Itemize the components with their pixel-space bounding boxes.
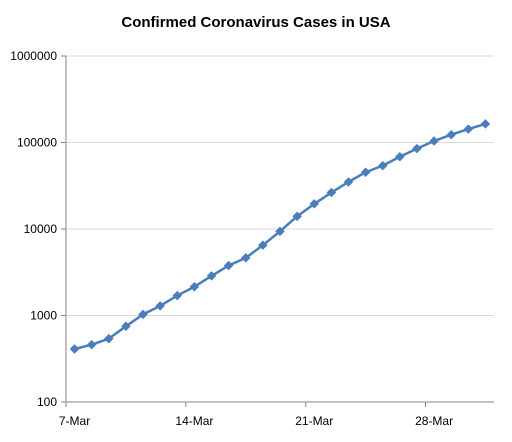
y-tick-label: 10000 [24, 222, 58, 236]
data-point [86, 339, 97, 350]
data-point [412, 143, 422, 154]
grid-lines [66, 55, 494, 316]
data-point [377, 160, 388, 171]
data-point [360, 167, 371, 178]
data-point [394, 151, 405, 162]
y-tick-label: 1000 [30, 309, 57, 323]
data-point [103, 333, 114, 344]
data-point [463, 124, 474, 134]
y-tick-label: 100 [37, 395, 57, 409]
data-point [480, 119, 491, 129]
data-point [155, 301, 166, 311]
data-point [121, 321, 131, 332]
y-tick-label: 100000 [17, 136, 57, 150]
data-point [240, 252, 251, 263]
x-tick-label: 28-Mar [415, 414, 453, 428]
data-point [172, 290, 183, 301]
data-point [326, 187, 337, 198]
x-tick-label: 7-Mar [59, 414, 90, 428]
data-point [446, 129, 457, 140]
data-point [223, 260, 234, 271]
data-point [343, 177, 354, 187]
data-point [206, 271, 217, 281]
data-point [292, 211, 302, 222]
chart-title: Confirmed Coronavirus Cases in USA [121, 14, 391, 31]
data-point [189, 281, 200, 292]
axes [61, 55, 494, 407]
data-point [138, 309, 148, 320]
series-layer [69, 119, 491, 354]
data-point [429, 136, 439, 146]
x-tick-label: 21-Mar [295, 414, 333, 428]
data-point [258, 240, 268, 251]
data-point [309, 199, 320, 209]
y-tick-label: 1000000 [10, 49, 57, 63]
tick-labels: 100 1000 10000 100000 1000000 7-Mar 14-Mar 21-M… [10, 49, 453, 428]
x-tick-label: 14-Mar [175, 414, 213, 428]
data-point [275, 226, 285, 237]
data-point [69, 344, 80, 354]
